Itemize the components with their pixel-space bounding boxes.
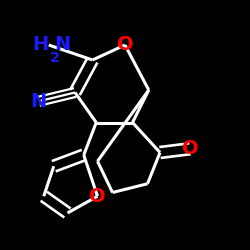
Text: N: N: [54, 36, 71, 54]
Text: N: N: [30, 92, 47, 111]
Text: H: H: [32, 36, 49, 54]
Text: O: O: [182, 139, 198, 158]
Text: O: O: [117, 36, 133, 54]
Text: O: O: [89, 187, 106, 206]
Text: 2: 2: [50, 51, 60, 65]
